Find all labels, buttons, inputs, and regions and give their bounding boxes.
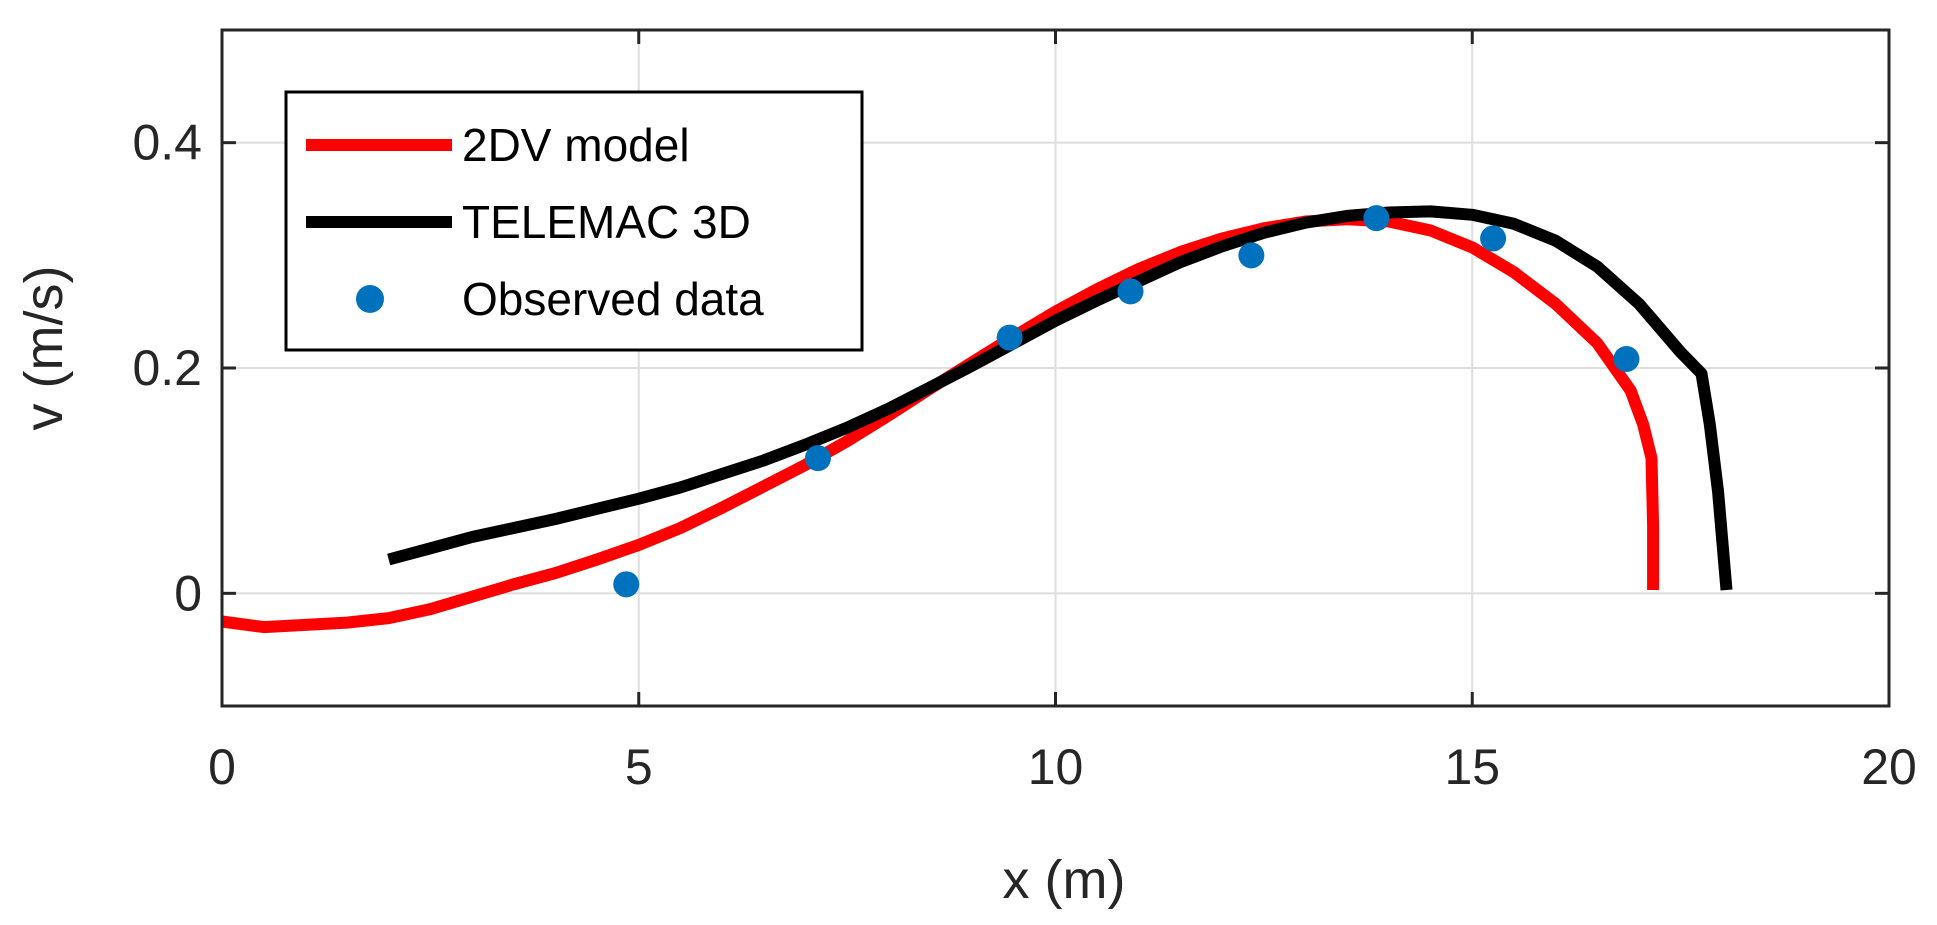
series-layer (221, 205, 1733, 634)
x-tick-label: 10 (1028, 739, 1084, 795)
x-tick-label: 0 (208, 739, 236, 795)
y-tick-label: 0 (174, 565, 202, 621)
ticks: 0 5 10 15 20 0 0.2 0.4 (132, 30, 1917, 795)
y-tick-label: 0.2 (132, 340, 202, 396)
data-point-observed-data (613, 571, 640, 598)
data-point-observed-data (1117, 278, 1144, 305)
x-tick-label: 20 (1861, 739, 1917, 795)
legend-label-telemac-3d: TELEMAC 3D (462, 196, 751, 248)
x-tick-label: 15 (1444, 739, 1500, 795)
legend-label-2dv-model: 2DV model (462, 119, 690, 171)
data-point-observed-data (1613, 345, 1640, 372)
y-tick-label: 0.4 (132, 115, 202, 171)
data-point-observed-data (1480, 225, 1507, 252)
x-axis-label: x (m) (1003, 850, 1126, 910)
legend-label-observed-data: Observed data (462, 273, 764, 325)
data-point-observed-data (996, 324, 1023, 351)
data-point-observed-data (804, 445, 831, 472)
legend: 2DV model TELEMAC 3D Observed data (284, 90, 864, 352)
x-tick-label: 5 (625, 739, 653, 795)
data-point-observed-data (1363, 205, 1390, 232)
legend-swatch-observed-data (356, 285, 384, 313)
y-axis-label: v (m/s) (14, 266, 74, 431)
data-point-observed-data (1238, 242, 1265, 269)
